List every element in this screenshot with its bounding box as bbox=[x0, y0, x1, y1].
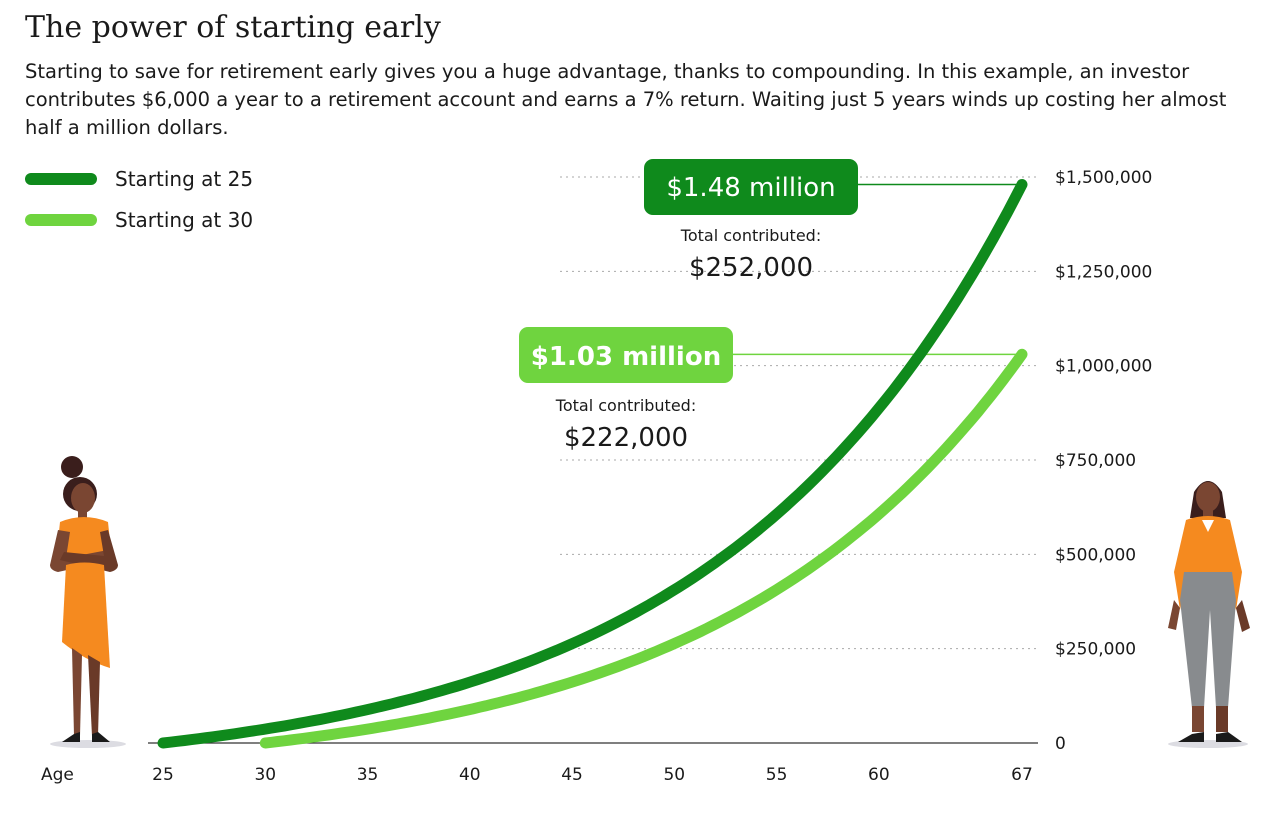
y-tick-label: $500,000 bbox=[1055, 545, 1136, 565]
page-subtitle: Starting to save for retirement early gi… bbox=[25, 60, 1227, 139]
callout-contributed-value-starting-30: $222,000 bbox=[564, 423, 688, 453]
legend-label: Starting at 25 bbox=[115, 166, 254, 191]
x-tick-label: 40 bbox=[459, 765, 481, 785]
x-tick-label: 30 bbox=[254, 765, 276, 785]
legend-swatch-dark-green bbox=[25, 172, 97, 185]
callout-contributed-label-starting-30: Total contributed: bbox=[555, 396, 696, 415]
callout-contributed-label-starting-25: Total contributed: bbox=[680, 226, 821, 245]
y-axis-ticks: 0 $250,000 $500,000 $750,000 $1,000,000 $1,25… bbox=[1055, 168, 1152, 754]
x-tick-label: 67 bbox=[1011, 765, 1033, 785]
older-investor-illustration bbox=[1168, 481, 1250, 748]
y-tick-label: 0 bbox=[1055, 734, 1066, 754]
y-tick-label: $750,000 bbox=[1055, 451, 1136, 471]
x-tick-label: 60 bbox=[868, 765, 890, 785]
callout-value-starting-25: $1.48 million bbox=[666, 173, 835, 203]
y-tick-label: $250,000 bbox=[1055, 640, 1136, 660]
legend: Starting at 25 Starting at 30 bbox=[25, 158, 253, 240]
y-tick-label: $1,250,000 bbox=[1055, 262, 1152, 282]
x-tick-label: 45 bbox=[561, 765, 583, 785]
page-title: The power of starting early bbox=[25, 10, 441, 45]
legend-item-starting-30: Starting at 30 bbox=[25, 199, 253, 240]
legend-item-starting-25: Starting at 25 bbox=[25, 158, 253, 199]
callout-box-starting-30 bbox=[519, 327, 733, 383]
legend-swatch-light-green bbox=[25, 213, 97, 226]
legend-label: Starting at 30 bbox=[115, 207, 254, 232]
x-tick-label: 50 bbox=[663, 765, 685, 785]
callout-box-starting-25 bbox=[644, 159, 858, 215]
callout-contributed-value-starting-25: $252,000 bbox=[689, 253, 813, 283]
callout-value-starting-30: $1.03 million bbox=[531, 342, 721, 372]
young-investor-illustration bbox=[50, 456, 126, 748]
x-axis-ticks: 25 30 35 40 45 50 55 60 67 bbox=[152, 765, 1033, 785]
y-tick-label: $1,000,000 bbox=[1055, 357, 1152, 377]
x-tick-label: 55 bbox=[766, 765, 788, 785]
series-line-starting-30 bbox=[259, 348, 1028, 749]
callout-leaders bbox=[733, 183, 1022, 356]
series-line-starting-25 bbox=[157, 179, 1028, 749]
y-tick-label: $1,500,000 bbox=[1055, 168, 1152, 188]
x-tick-label: 25 bbox=[152, 765, 174, 785]
x-tick-label: 35 bbox=[357, 765, 379, 785]
x-axis-label: Age bbox=[41, 765, 74, 785]
